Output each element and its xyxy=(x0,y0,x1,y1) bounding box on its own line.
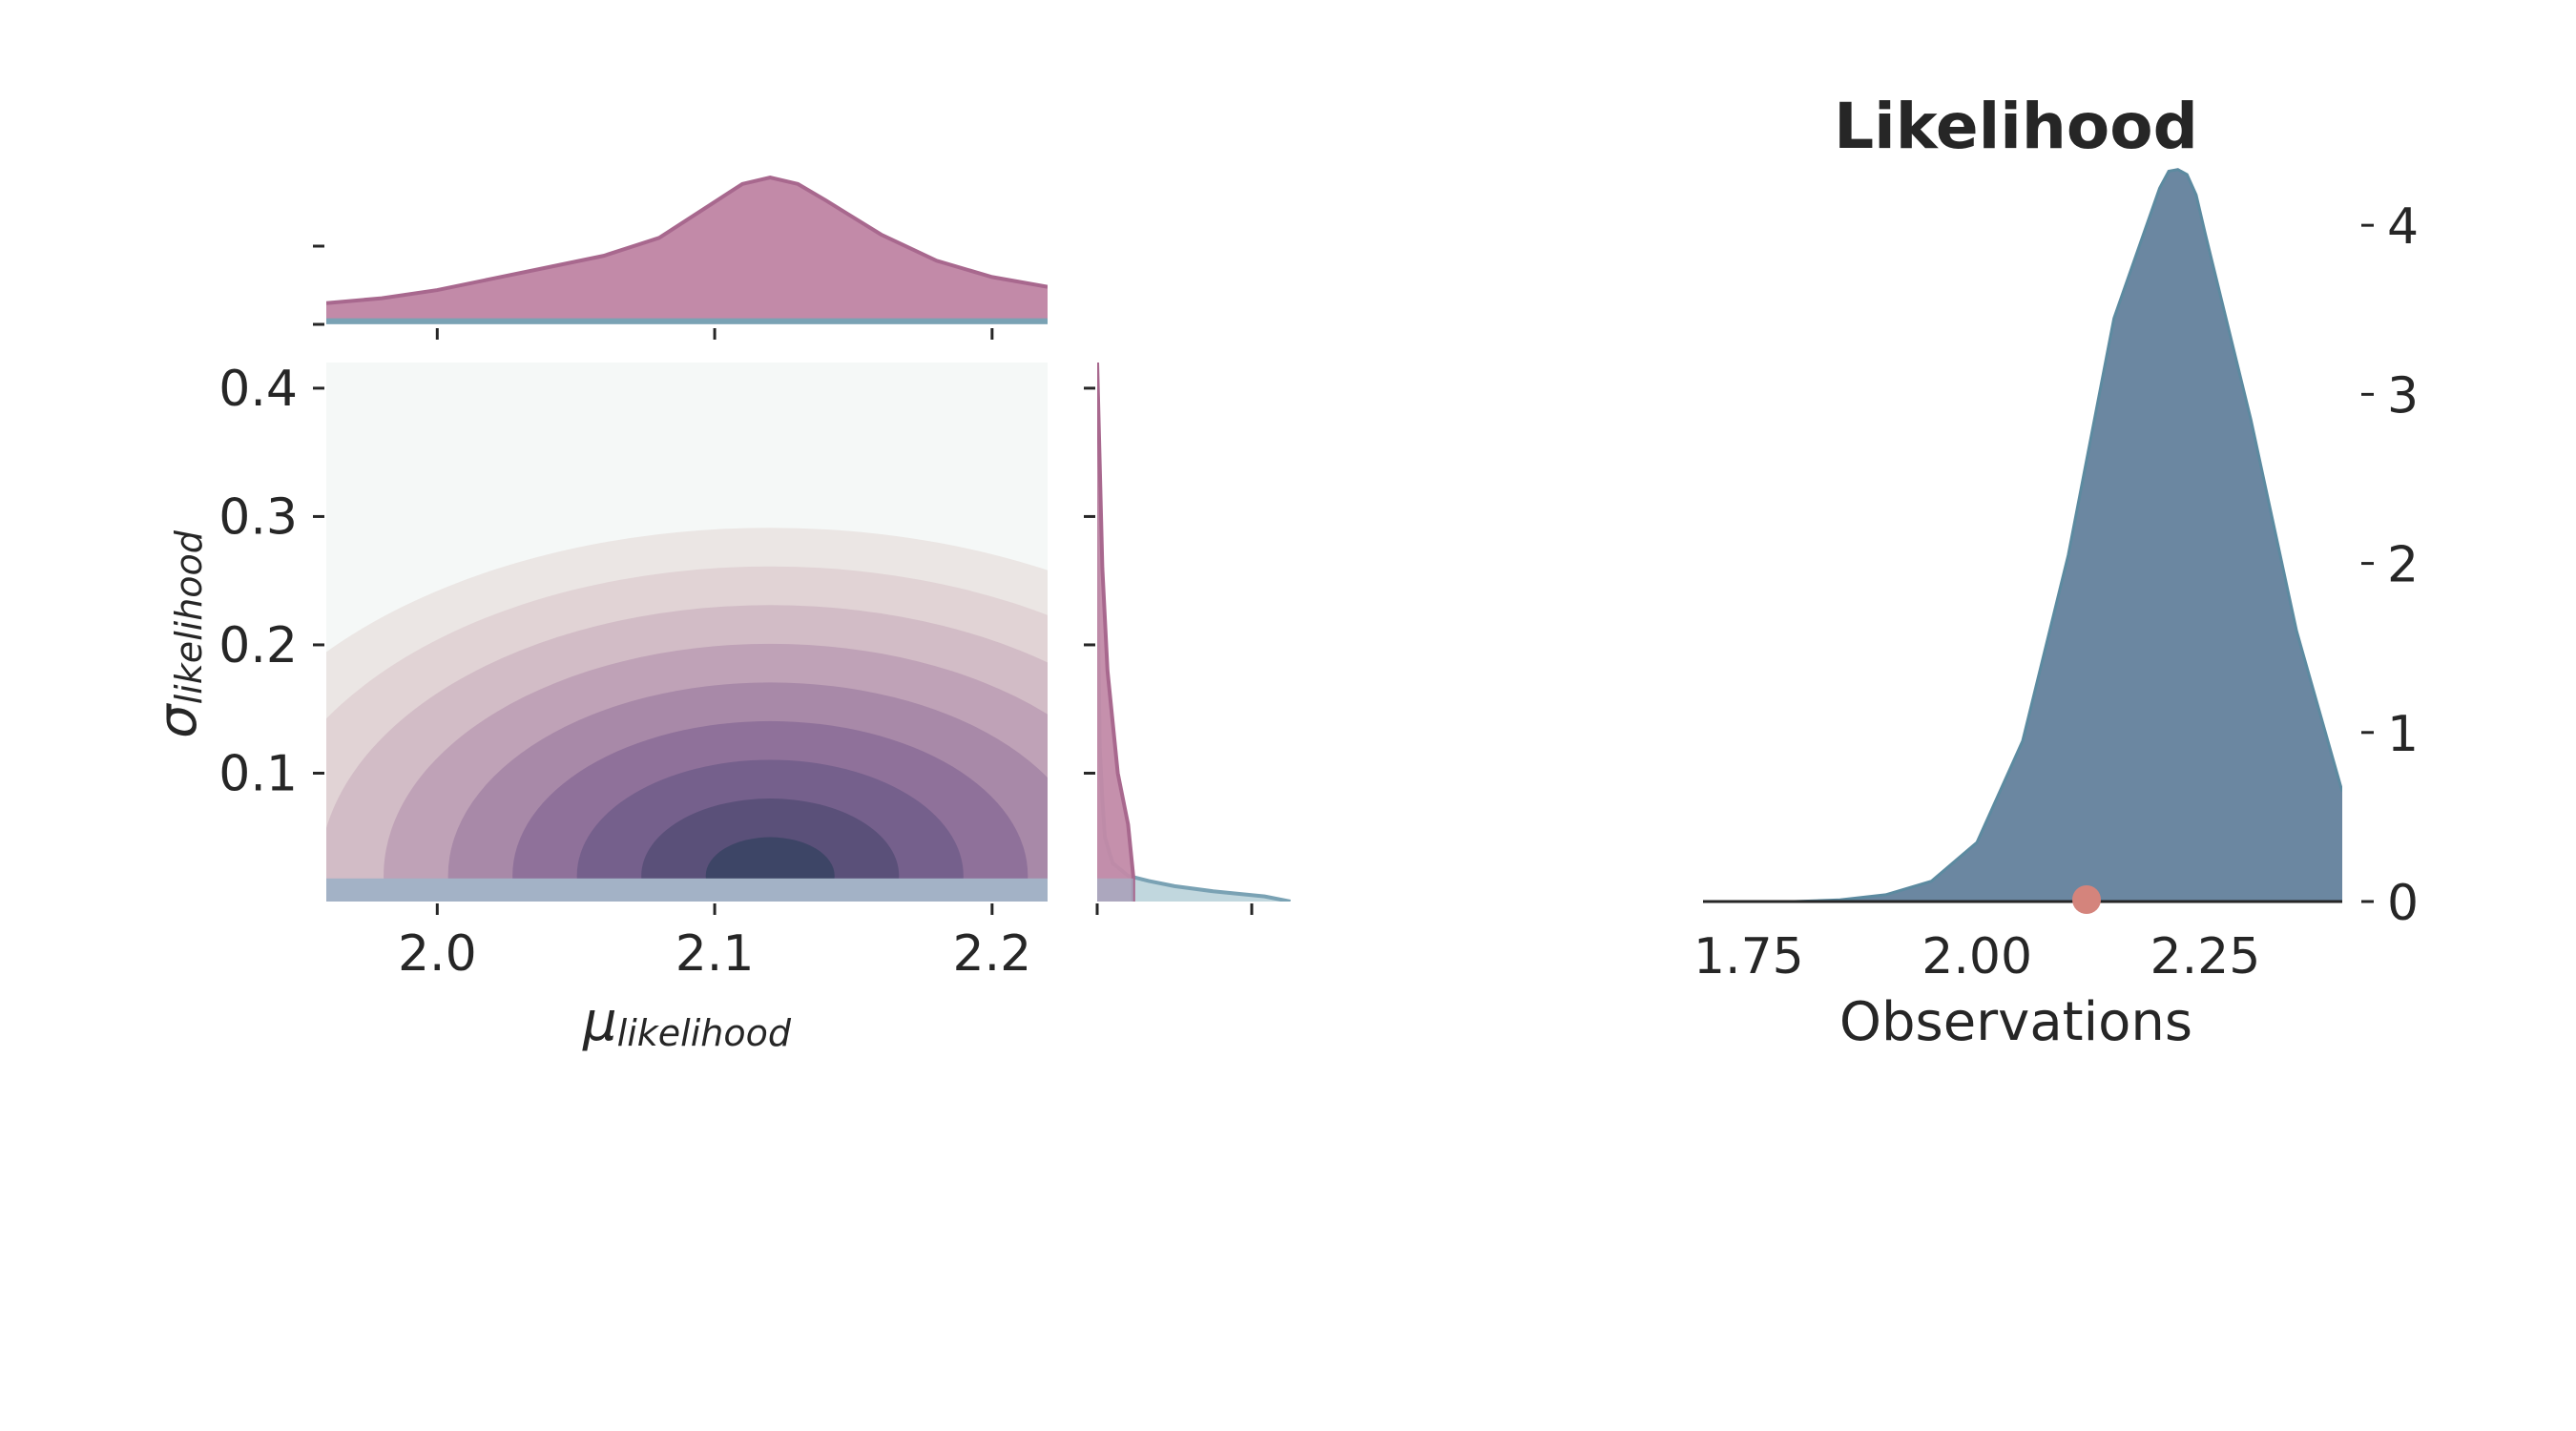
joint-y-axis-label-main: σ xyxy=(147,703,209,738)
top-marginal-prior-line xyxy=(326,175,1048,305)
likelihood-density xyxy=(1703,168,2342,903)
likelihood-x-tick-label: 2.00 xyxy=(1922,928,2032,985)
right-marginal-ticks xyxy=(1084,386,1254,915)
joint-x-axis: 2.0 2.1 2.2 xyxy=(398,903,1031,983)
right-marginal-prior-line xyxy=(1097,363,1135,902)
likelihood-y-tick-label: 0 xyxy=(2387,875,2419,932)
joint-y-tick-label: 0.1 xyxy=(218,745,298,802)
joint-x-tick-label: 2.0 xyxy=(398,925,477,983)
likelihood-panel: Likelihood 1.75 2.00 2.25 0 1 2 3 4 Observatio… xyxy=(1693,90,2419,1053)
joint-x-axis-label: μlikelihood xyxy=(582,991,792,1054)
right-marginal-base-band xyxy=(1097,878,1133,902)
joint-x-axis-label-main: μ xyxy=(582,991,617,1053)
joint-y-axis: 0.1 0.2 0.3 0.4 xyxy=(218,361,324,802)
likelihood-x-tick-label: 1.75 xyxy=(1693,928,1804,985)
likelihood-title: Likelihood xyxy=(1834,90,2198,163)
likelihood-area xyxy=(1703,169,2342,902)
top-marginal-panel xyxy=(313,175,1048,340)
likelihood-line xyxy=(1703,168,2342,903)
joint-y-tick-label: 0.2 xyxy=(218,617,298,674)
likelihood-y-tick-label: 3 xyxy=(2387,367,2419,425)
joint-y-axis-label-sub: likelihood xyxy=(168,529,210,704)
likelihood-y-tick-label: 2 xyxy=(2387,537,2419,594)
right-marginal-prior-area xyxy=(1097,363,1133,902)
likelihood-y-tick-label: 4 xyxy=(2387,198,2419,256)
joint-contour-panel: 2.0 2.1 2.2 0.10.20.30.4 μlikelihood σlike… xyxy=(147,361,1048,1054)
top-marginal-prior-area xyxy=(326,177,1048,324)
joint-contour-fills xyxy=(326,363,1048,902)
likelihood-y-axis: 0 1 2 3 4 xyxy=(2361,198,2419,932)
contour-base-band xyxy=(326,878,1048,902)
top-marginal-ticks xyxy=(313,244,994,340)
joint-x-axis-label-sub: likelihood xyxy=(617,1012,792,1054)
right-marginal-panel xyxy=(1084,363,1291,915)
top-marginal-curves xyxy=(326,175,1048,324)
joint-y-axis-label: σlikelihood xyxy=(147,529,210,738)
joint-x-tick-label: 2.1 xyxy=(675,925,755,983)
likelihood-x-axis: 1.75 2.00 2.25 xyxy=(1693,928,2260,985)
joint-x-tick-label: 2.2 xyxy=(952,925,1031,983)
likelihood-x-tick-label: 2.25 xyxy=(2150,928,2261,985)
likelihood-observed-point xyxy=(2072,885,2101,914)
joint-y-tick-label: 0.4 xyxy=(218,361,298,418)
likelihood-y-tick-label: 1 xyxy=(2387,706,2419,763)
joint-y-tick-label: 0.3 xyxy=(218,488,298,546)
likelihood-x-axis-label: Observations xyxy=(1839,991,2192,1053)
likelihood-observed-points xyxy=(2072,885,2101,914)
contour-level-9 xyxy=(705,837,835,902)
right-marginal-curves xyxy=(1097,363,1291,902)
